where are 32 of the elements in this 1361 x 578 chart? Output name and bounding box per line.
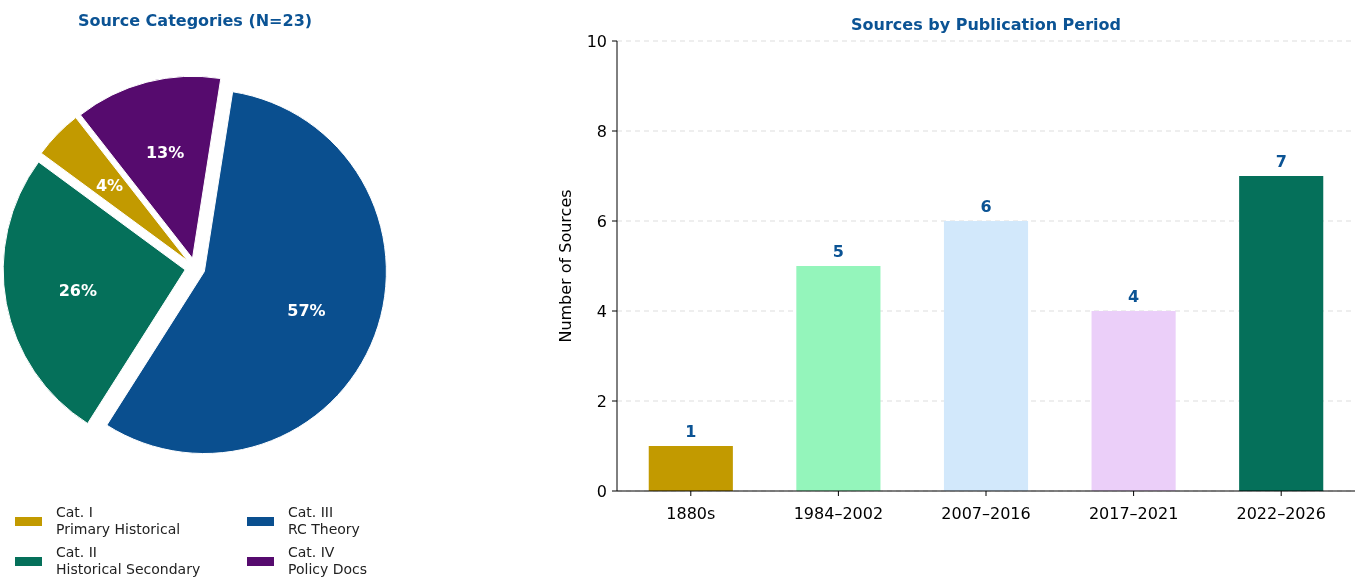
data-label: 7 <box>1275 152 1287 171</box>
data-label: 1 <box>685 422 697 441</box>
data-label: 57% <box>287 300 326 320</box>
legend-label: Cat. IV Policy Docs <box>288 544 368 577</box>
y-axis-title: Number of Sources <box>556 189 575 343</box>
legend-label: Cat. III RC Theory <box>288 504 360 537</box>
bar <box>943 221 1029 491</box>
bar <box>1091 311 1176 491</box>
y-tick-label: 10 <box>586 31 607 51</box>
legend-label: Cat. II Historical Secondary <box>56 544 201 577</box>
data-label: 4 <box>1128 287 1140 306</box>
bar <box>1239 176 1324 491</box>
y-tick-label: 4 <box>596 301 607 321</box>
x-tick-label: 2017–2021 <box>1088 504 1179 523</box>
data-label: 6 <box>980 197 992 216</box>
x-tick-label: 1880s <box>666 504 716 523</box>
bar <box>796 266 881 491</box>
chart-title: Source Categories (N=23) <box>77 11 313 30</box>
y-tick-label: 6 <box>596 211 607 231</box>
x-tick-label: 1984–2002 <box>793 504 884 523</box>
data-label: 13% <box>145 143 185 163</box>
data-label: 26% <box>58 280 97 300</box>
x-tick-label: 2022–2026 <box>1236 504 1326 523</box>
data-label: 4% <box>95 175 124 195</box>
y-tick-label: 2 <box>596 391 607 411</box>
y-tick-label: 8 <box>596 121 607 141</box>
bar <box>648 446 733 491</box>
chart-title: Sources by Publication Period <box>851 15 1121 34</box>
x-tick-label: 2007–2016 <box>941 504 1031 523</box>
legend-label: Cat. I Primary Historical <box>56 504 181 537</box>
y-tick-label: 0 <box>596 481 607 501</box>
data-label: 5 <box>832 242 844 261</box>
